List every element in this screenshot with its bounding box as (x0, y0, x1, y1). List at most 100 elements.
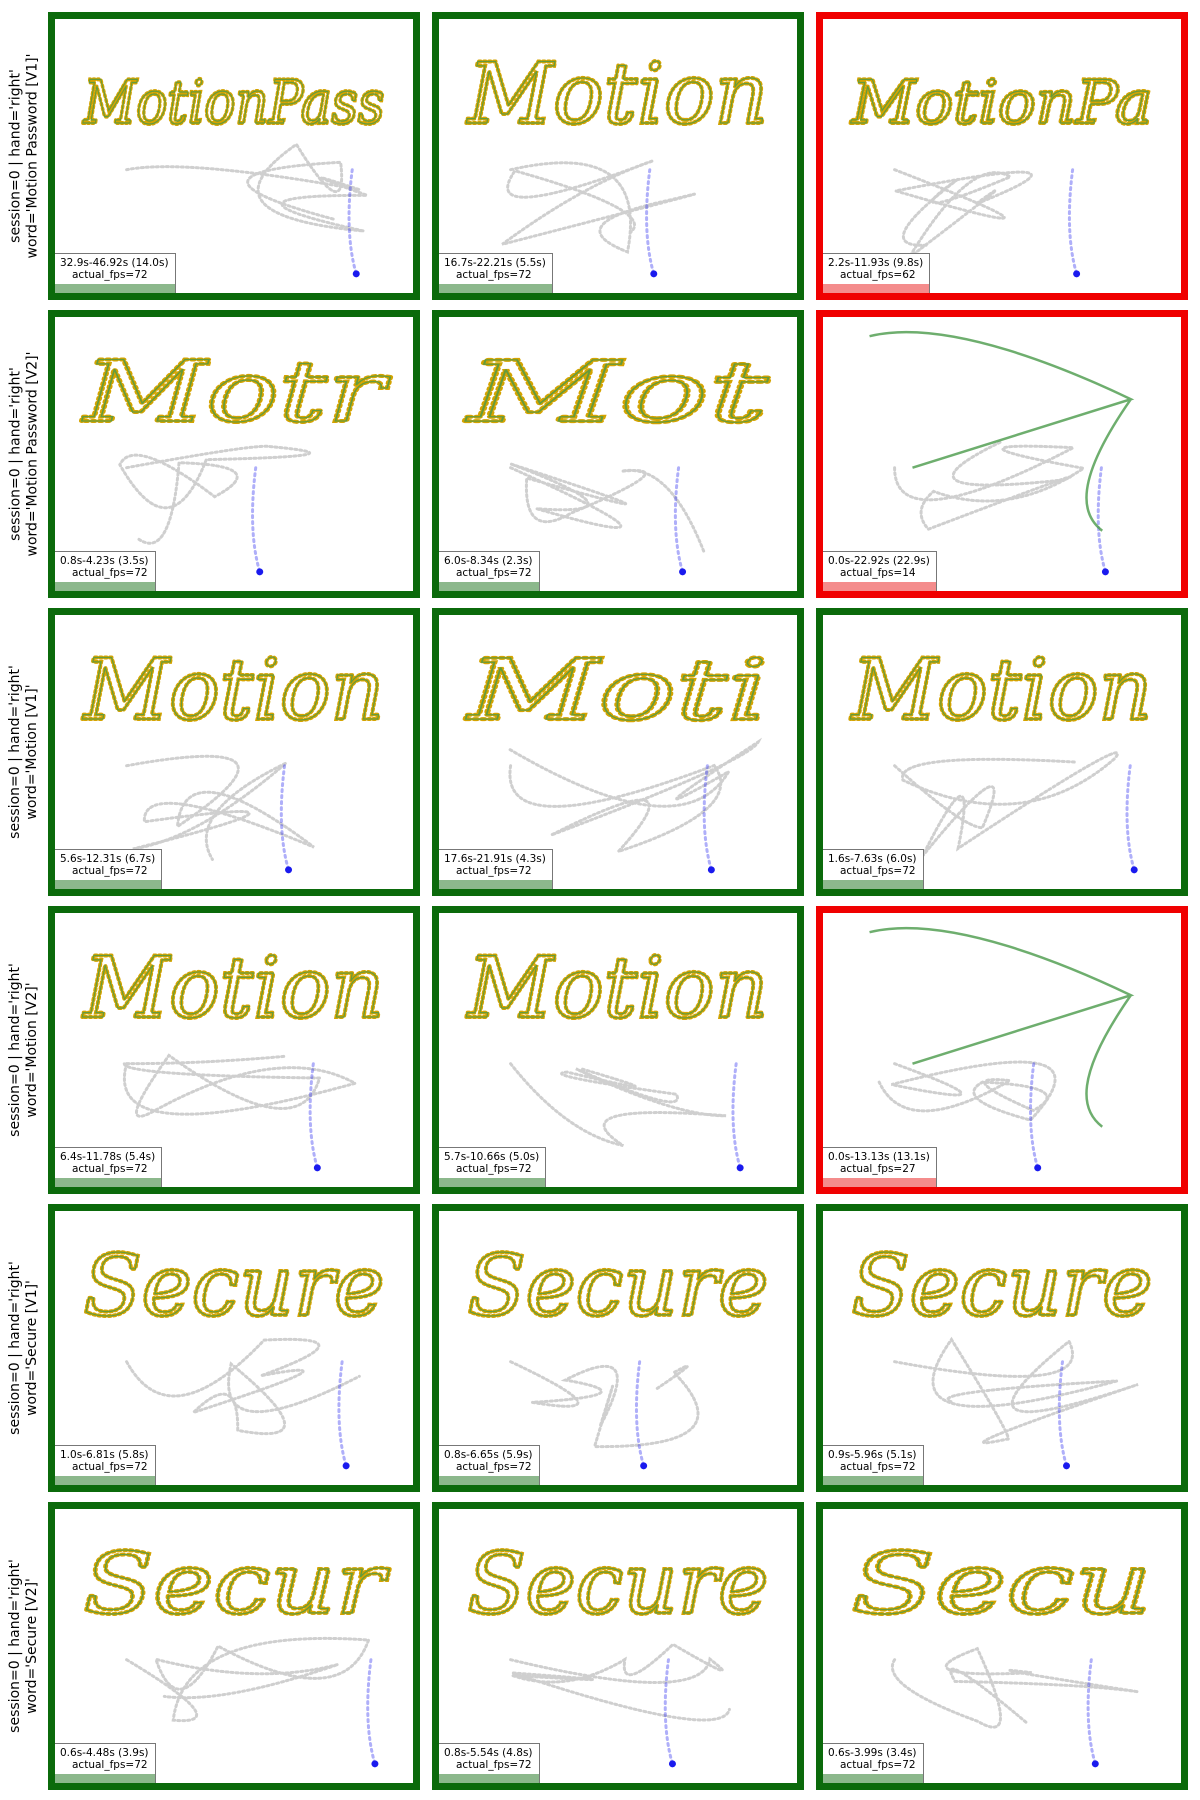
pen-tail (1086, 1658, 1097, 1766)
row-label-session: session=0 | hand='right' (7, 1261, 23, 1435)
pen-tail (1057, 1360, 1068, 1468)
row-label-word: word='Motion Password [V1]' (24, 53, 41, 259)
hover-trail (893, 440, 1088, 531)
hover-trail (125, 754, 315, 861)
handwriting-stroke: MotionPass (83, 68, 385, 138)
handwriting-stroke: Secure (468, 1237, 769, 1335)
time-range: 0.6s-3.99s (3.4s) (828, 1747, 917, 1759)
pen-end-point (650, 270, 658, 278)
row-label-session: session=0 | hand='right' (7, 69, 24, 243)
handwriting-word: MotionPa (851, 68, 1153, 138)
pen-tail (702, 764, 713, 872)
row-label-session: session=0 | hand='right' (7, 367, 24, 541)
time-range-caption: 2.2s-11.93s (9.8s) actual_fps=62 (823, 253, 931, 293)
pen-end-point (371, 1760, 379, 1768)
row-label-word: word='Secure [V2]' (24, 1578, 40, 1714)
time-range: 16.7s-22.21s (5.5s) (444, 257, 546, 269)
trajectory-panel: Secure Secure 0.9s-5.96s (5.1s) actual_fps=… (816, 1204, 1188, 1492)
pen-end-point (342, 1462, 350, 1470)
time-range: 0.8s-4.23s (3.5s) (60, 555, 149, 567)
trajectory-panel: Motion Motion 16.7s-22.21s (5.5s) actual_fp… (432, 12, 804, 300)
pen-end-point (668, 1760, 676, 1768)
trajectory-panel: Secure Secure 1.0s-6.81s (5.8s) actual_fps=… (48, 1204, 420, 1492)
pen-tail (1125, 764, 1136, 872)
handwriting-stroke: Motion (82, 641, 385, 739)
trajectory-panel-failed: MotionPa MotionPa 2.2s-11.93s (9.8s) actual… (816, 12, 1188, 300)
time-range: 0.0s-22.92s (22.9s) (828, 555, 930, 567)
row-label: session=0 | hand='right' word='Secure [V2… (0, 1502, 48, 1790)
time-range: 5.6s-12.31s (6.7s) (60, 853, 156, 865)
trajectory-panel: Secure Secure 0.8s-5.54s (4.8s) actual_fps=… (432, 1502, 804, 1790)
hover-trail (509, 1360, 700, 1449)
pen-tail (731, 1062, 742, 1170)
pen-tail (1029, 1062, 1040, 1170)
pen-end-point (285, 866, 293, 874)
fps-label: actual_fps=72 (72, 1163, 148, 1175)
pen-tail (673, 466, 685, 574)
row-label: session=0 | hand='right' word='Motion Pas… (0, 12, 48, 300)
pen-tail (645, 168, 656, 276)
trajectory-plot (869, 331, 1135, 576)
row-label: session=0 | hand='right' word='Secure [V1… (0, 1204, 48, 1492)
trajectory-panel: Motion Motion 1.6s-7.63s (6.0s) actual_fps=… (816, 608, 1188, 896)
fps-label: actual_fps=72 (72, 1759, 148, 1771)
hover-trail (509, 462, 706, 554)
time-range-caption: 1.6s-7.63s (6.0s) actual_fps=72 (823, 849, 924, 889)
time-range: 1.6s-7.63s (6.0s) (828, 853, 917, 865)
pen-tail (1096, 466, 1107, 574)
time-range-caption: 0.9s-5.96s (5.1s) actual_fps=72 (823, 1445, 924, 1485)
handwriting-stroke: Motion (466, 45, 769, 143)
pen-end-point (256, 568, 264, 576)
handwriting-word: Motion (82, 641, 385, 739)
fps-label: actual_fps=62 (840, 269, 916, 281)
pen-end-point (1034, 1164, 1042, 1172)
fps-label: actual_fps=27 (840, 1163, 916, 1175)
row-label-session: session=0 | hand='right' (7, 963, 23, 1137)
time-range: 0.0s-13.13s (13.1s) (828, 1151, 930, 1163)
handwriting-word: MotionPass (83, 68, 385, 138)
fps-label: actual_fps=72 (456, 567, 532, 579)
pen-end-point (736, 1164, 744, 1172)
time-range-caption: 0.8s-4.23s (3.5s) actual_fps=72 (55, 551, 156, 591)
pen-end-point (1062, 1462, 1070, 1470)
pen-end-point (1101, 568, 1109, 576)
handwriting-word: Mot (464, 343, 769, 441)
time-range-caption: 0.8s-5.54s (4.8s) actual_fps=72 (439, 1743, 540, 1783)
fps-label: actual_fps=72 (840, 865, 916, 877)
hover-trail (507, 737, 763, 855)
time-range: 1.0s-6.81s (5.8s) (60, 1449, 149, 1461)
pen-end-point (1073, 270, 1081, 278)
time-range: 32.9s-46.92s (14.0s) (60, 257, 169, 269)
handwriting-word: Secure (468, 1237, 769, 1335)
row-label-session: session=0 | hand='right' (7, 1559, 23, 1733)
fps-label: actual_fps=72 (72, 269, 148, 281)
fps-label: actual_fps=72 (456, 269, 532, 281)
hover-trail (122, 1053, 359, 1118)
hover-trail (125, 1636, 371, 1723)
trajectory-panel: Secur Secur 0.6s-4.48s (3.9s) actual_fps=72 (48, 1502, 420, 1790)
time-range: 0.8s-6.65s (5.9s) (444, 1449, 533, 1461)
pen-end-point (640, 1462, 648, 1470)
handwriting-word: Secu (852, 1535, 1153, 1633)
time-range: 0.6s-4.48s (3.9s) (60, 1747, 149, 1759)
handwriting-stroke: Motion (850, 641, 1153, 739)
time-range: 0.9s-5.96s (5.1s) (828, 1449, 917, 1461)
fps-label: actual_fps=72 (456, 1163, 532, 1175)
pen-tail (347, 168, 358, 276)
pen-end-point (313, 1164, 321, 1172)
trajectory-panel-failed: 0.0s-13.13s (13.1s) actual_fps=27 (816, 906, 1188, 1194)
pen-tail (279, 764, 291, 872)
time-range-caption: 0.0s-22.92s (22.9s) actual_fps=14 (823, 551, 937, 591)
pen-end-point (1091, 1760, 1099, 1768)
hover-trail (125, 142, 368, 233)
